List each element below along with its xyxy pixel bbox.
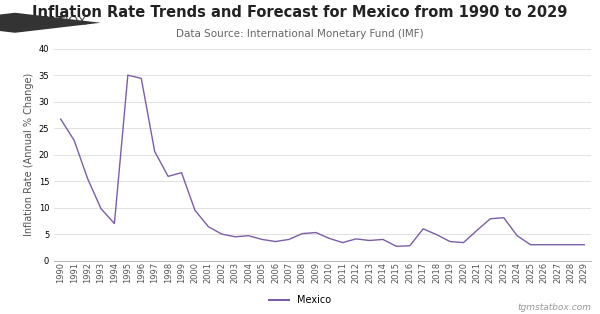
Y-axis label: Inflation Rate (Annual % Change): Inflation Rate (Annual % Change)	[25, 73, 34, 236]
Text: STAT: STAT	[29, 15, 65, 28]
Text: Inflation Rate Trends and Forecast for Mexico from 1990 to 2029: Inflation Rate Trends and Forecast for M…	[32, 5, 568, 20]
Text: Data Source: International Monetary Fund (IMF): Data Source: International Monetary Fund…	[176, 29, 424, 39]
Polygon shape	[0, 13, 101, 33]
Text: BOX: BOX	[59, 15, 87, 28]
Legend: Mexico: Mexico	[265, 291, 335, 309]
Text: tgmstatbox.com: tgmstatbox.com	[517, 303, 591, 312]
